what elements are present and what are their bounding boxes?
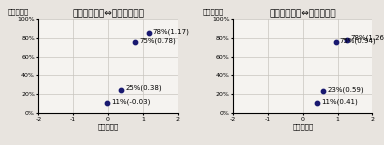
Title: 安らぎのない⇔安らぎのある: 安らぎのない⇔安らぎのある <box>72 9 144 18</box>
Point <box>132 41 138 44</box>
Text: 23%(0.59): 23%(0.59) <box>328 87 364 93</box>
Text: 78%(1.17): 78%(1.17) <box>153 28 190 35</box>
X-axis label: （平均点）: （平均点） <box>98 123 119 130</box>
Point <box>320 90 326 93</box>
Point <box>118 88 124 91</box>
Text: 11%(-0.03): 11%(-0.03) <box>111 98 151 105</box>
Point <box>314 102 320 104</box>
Text: 25%(0.38): 25%(0.38) <box>126 85 162 91</box>
X-axis label: （平均点）: （平均点） <box>292 123 313 130</box>
Text: （緑視率）: （緑視率） <box>203 8 224 15</box>
Text: （緑視率）: （緑視率） <box>8 8 29 15</box>
Point <box>333 41 339 44</box>
Title: うっとうしい⇔さわやかな: うっとうしい⇔さわやかな <box>270 9 336 18</box>
Point <box>146 32 152 34</box>
Point <box>104 102 110 104</box>
Text: 11%(0.41): 11%(0.41) <box>321 98 358 105</box>
Point <box>344 38 350 41</box>
Text: 75%(0.78): 75%(0.78) <box>139 38 176 44</box>
Text: 75%(0.94): 75%(0.94) <box>340 38 376 44</box>
Text: 78%(1.26): 78%(1.26) <box>351 35 384 41</box>
